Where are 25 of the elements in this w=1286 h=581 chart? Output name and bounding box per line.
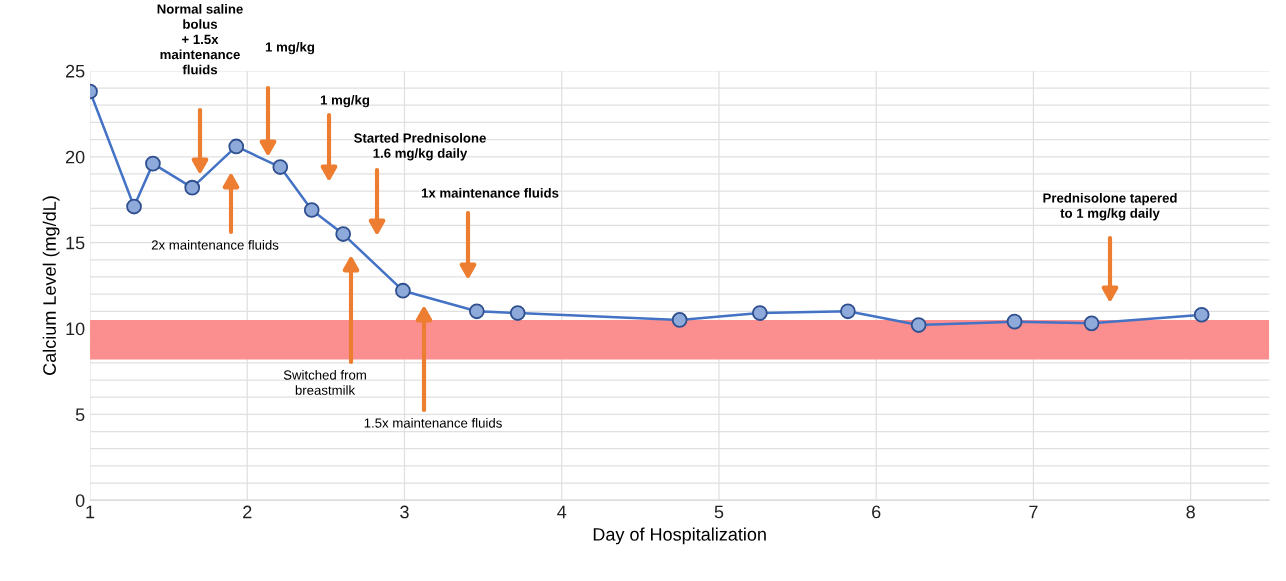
annotation: Normal saline bolus + 1.5x maintenance fluids: [157, 4, 243, 75]
y-tick-label: 10: [66, 322, 85, 336]
y-tick-label: 0: [75, 494, 85, 507]
x-tick-label: 8: [1186, 505, 1195, 519]
text: 1 mg/kg: [265, 42, 315, 55]
annotation: 1 mg/kg: [320, 95, 370, 108]
annotation: 2x maintenance fluids: [151, 240, 279, 250]
x-tick-label: 2: [243, 505, 252, 519]
annotation: Switched from breastmilk: [283, 370, 366, 395]
annotation: Started Prednisolone 1.6 mg/kg daily: [354, 133, 486, 161]
x-tick-label: 3: [400, 505, 409, 519]
annotation: 1x maintenance fluids: [421, 188, 559, 198]
x-tick-label: 5: [714, 505, 724, 519]
x-tick-label: 6: [872, 505, 881, 519]
annotation: 1.5x maintenance fluids: [364, 418, 502, 428]
x-tick-label: 1: [86, 505, 95, 519]
x-axis-title: Day of Hospitalization: [593, 527, 766, 545]
x-tick-label: 7: [1029, 505, 1038, 519]
y-tick-label: 25: [65, 64, 85, 78]
annotation: Prednisolone tapered to 1 mg/kg daily: [1043, 193, 1177, 221]
y-axis-title: Calcium Level (mg/dL): [42, 196, 60, 375]
x-tick-label: 4: [557, 505, 567, 519]
y-tick-label: 20: [65, 150, 85, 164]
y-tick-label: 15: [66, 236, 85, 250]
y-tick-label: 5: [75, 408, 85, 422]
